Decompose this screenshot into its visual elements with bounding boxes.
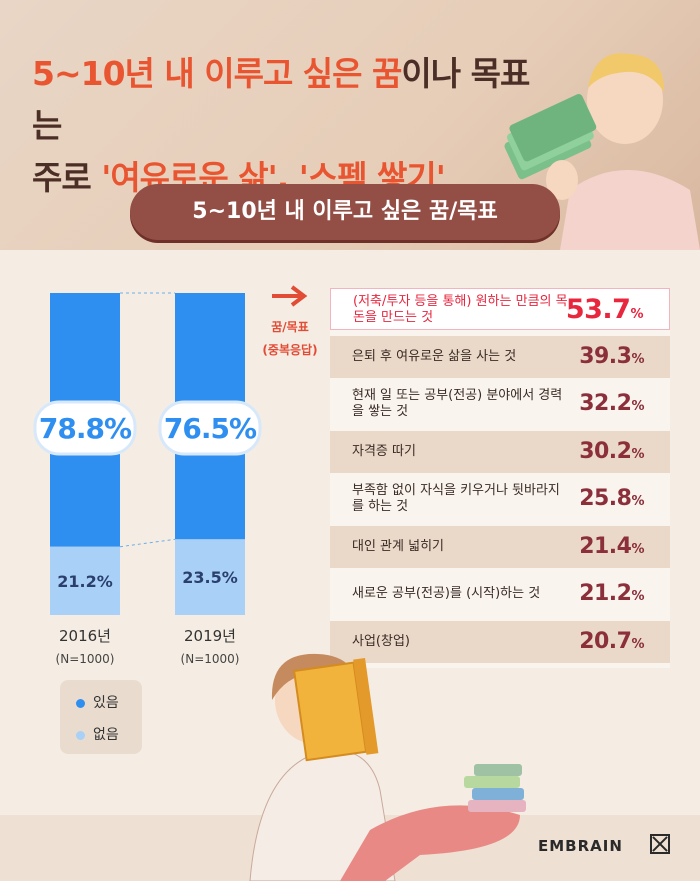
arrow-label: 꿈/목표	[271, 320, 309, 334]
ranking-label: 부족함 없이 자식을 키우거나 뒷바라지를 하는 것	[352, 483, 560, 514]
value-bubble-0	[33, 400, 137, 456]
category-label-0: 2016년	[59, 627, 111, 645]
headline-line2-a: 주로	[32, 158, 102, 197]
legend-swatch-no	[76, 730, 85, 740]
data-label-no-0: 21.2%	[57, 572, 113, 591]
brand-logo-icon	[650, 834, 670, 854]
ranking-value: 21.2%	[579, 581, 644, 606]
ranking-row: 은퇴 후 여유로운 삶을 사는 것 39.3%	[330, 335, 670, 378]
ranking-row: 자격증 따기 30.2%	[330, 430, 670, 473]
ranking-value: 21.4%	[579, 533, 644, 559]
ranking-value: 39.3%	[579, 343, 644, 369]
headline-line1-b: 이나 목표는	[32, 54, 530, 145]
data-label-no-1: 23.5%	[182, 568, 238, 587]
ranking-value: 53.7%	[565, 294, 644, 325]
category-label-1: 2019년	[184, 627, 236, 645]
ranking-value: 20.7%	[579, 628, 644, 654]
arrow-right-icon	[272, 285, 308, 307]
man-with-money-illustration	[504, 53, 700, 250]
ranking-row: 대인 관계 넓히기 21.4%	[330, 525, 670, 568]
ranking-row: (저축/투자 등을 통해) 원하는 만큼의 목돈을 만드는 것 53.7%	[330, 288, 670, 330]
ranking-label: 사업(창업)	[352, 633, 410, 649]
ranking-label: 새로운 공부(전공)를 (시작)하는 것	[352, 586, 541, 601]
connector-split	[119, 538, 176, 548]
ranking-row: 새로운 공부(전공)를 (시작)하는 것 21.2%	[330, 573, 670, 615]
section-title: 5~10년 내 이루고 싶은 꿈/목표	[130, 184, 560, 240]
data-label-yes-1: 76.5%	[164, 412, 257, 445]
sample-size-label-1: (N=1000)	[181, 652, 240, 666]
reading-person-illustration	[249, 653, 526, 881]
legend-item-yes: 있음	[76, 692, 119, 712]
value-bubble-1	[158, 400, 262, 456]
arrow-label-note: (중복응답)	[262, 343, 318, 357]
ranking-label: 자격증 따기	[352, 443, 416, 459]
ranking-row: 부족함 없이 자식을 키우거나 뒷바라지를 하는 것 25.8%	[330, 478, 670, 520]
ranking-value: 30.2%	[579, 438, 644, 464]
legend: 있음 없음	[60, 680, 142, 754]
ranking-row: 현재 일 또는 공부(전공) 분야에서 경력을 쌓는 것 32.2%	[330, 383, 670, 425]
bar-no-1	[175, 539, 245, 615]
legend-label-no: 없음	[93, 727, 119, 743]
stacked-bar-chart: 2016년 (N=1000) 21.2% 2019년 (N=1000) 23.5% 78.8…	[33, 292, 262, 666]
legend-label-yes: 있음	[93, 695, 119, 711]
ranking-table: (저축/투자 등을 통해) 원하는 만큼의 목돈을 만드는 것 53.7% 은퇴 후…	[330, 288, 670, 668]
legend-swatch-yes	[76, 698, 85, 708]
headline: 5~10년 내 이루고 싶은 꿈이나 목표는 주로 '여유로운 삶', '스펙 …	[32, 48, 552, 204]
ranking-label: 대인 관계 넓히기	[352, 538, 444, 554]
ranking-label: (저축/투자 등을 통해) 원하는 만큼의 목돈을 만드는 것	[353, 294, 568, 325]
ranking-row: 사업(창업) 20.7%	[330, 620, 670, 663]
ranking-value: 25.8%	[579, 486, 644, 511]
ranking-label: 은퇴 후 여유로운 삶을 사는 것	[352, 348, 517, 364]
ranking-value: 32.2%	[579, 391, 644, 416]
sample-size-label-0: (N=1000)	[56, 652, 115, 666]
brand-logo-text: EMBRAIN	[538, 837, 623, 855]
ranking-label: 현재 일 또는 공부(전공) 분야에서 경력을 쌓는 것	[352, 388, 563, 419]
data-label-yes-0: 78.8%	[39, 412, 132, 445]
legend-item-no: 없음	[76, 724, 119, 744]
headline-line1-a: 5~10년 내 이루고 싶은 꿈	[32, 54, 402, 93]
bar-no-0	[50, 546, 120, 615]
